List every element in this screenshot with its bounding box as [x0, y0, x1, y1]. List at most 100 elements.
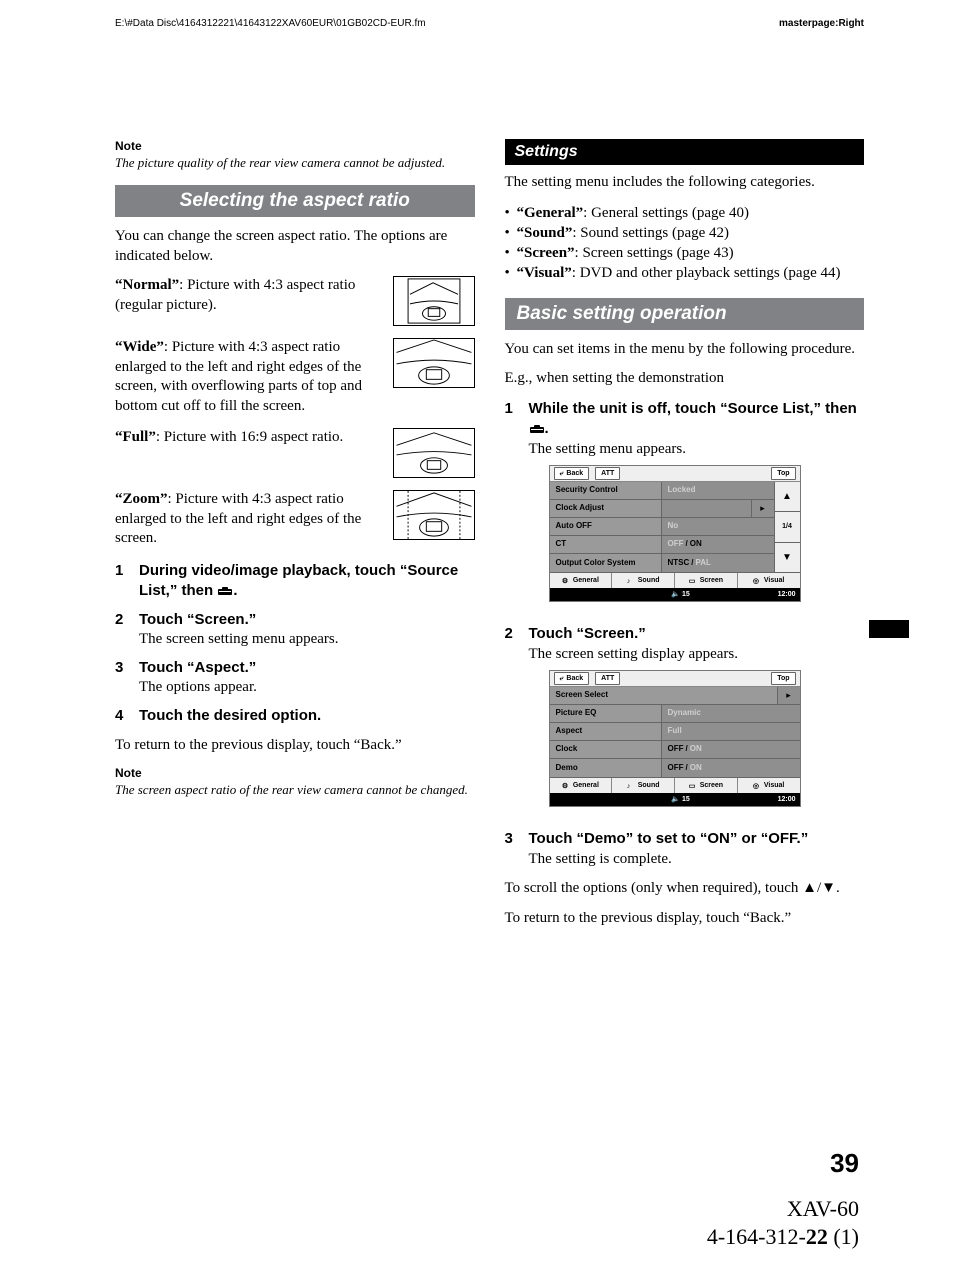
back-button[interactable]: ⤶Back [554, 672, 590, 685]
footer-model: XAV-60 [707, 1195, 859, 1223]
step-3: 3 Touch “Demo” to set to “ON” or “OFF.” … [505, 829, 865, 869]
settings-row[interactable]: Screen Select▸ [550, 687, 800, 705]
aspect-intro: You can change the screen aspect ratio. … [115, 227, 475, 266]
aspect-thumb-wide [393, 338, 475, 388]
row-label: Demo [550, 759, 662, 777]
note-text-2: The screen aspect ratio of the rear view… [115, 782, 475, 798]
right-column: Settings The setting menu includes the f… [505, 139, 865, 938]
back-arrow-icon: ⤶ [560, 674, 564, 683]
settings-row[interactable]: Clock Adjust ▸ [550, 500, 774, 518]
speaker-icon: 🔈 [671, 591, 680, 598]
back-button[interactable]: ⤶Back [554, 467, 590, 480]
settings-category-item: “Sound”: Sound settings (page 42) [505, 223, 865, 243]
masterpage-label: masterpage:Right [779, 18, 864, 29]
tab-general[interactable]: ⚙General [550, 778, 613, 793]
doc-footer: XAV-60 4-164-312-22 (1) [707, 1195, 859, 1250]
row-label: Auto OFF [550, 518, 662, 535]
aspect-thumb-zoom [393, 490, 475, 540]
row-value [662, 500, 752, 517]
row-label: Picture EQ [550, 705, 662, 722]
sound-icon: ♪ [627, 782, 635, 790]
settings-category-item: “General”: General settings (page 40) [505, 203, 865, 223]
row-label: Output Color System [550, 554, 662, 572]
aspect-steps: 1During video/image playback, touch “Sou… [115, 561, 475, 727]
opt-full-label: “Full” [115, 429, 156, 445]
settings-row[interactable]: Output Color SystemNTSC/PAL [550, 554, 774, 572]
doc-path: E:\#Data Disc\4164312221\41643122XAV60EU… [115, 18, 426, 29]
settings-categories: “General”: General settings (page 40)“So… [505, 203, 865, 284]
sound-icon: ♪ [627, 577, 635, 585]
opt-zoom-label: “Zoom” [115, 491, 168, 507]
opt-normal-label: “Normal” [115, 277, 179, 293]
settings-category-item: “Visual”: DVD and other playback setting… [505, 263, 865, 283]
tab-screen[interactable]: ▭Screen [675, 778, 738, 793]
basic-steps: 1 While the unit is off, touch “Source L… [505, 399, 865, 870]
ui-titlebar: ⤶Back ATT Top [550, 466, 800, 482]
visual-icon: ◎ [753, 782, 761, 790]
row-label: Screen Select [550, 687, 778, 704]
row-value: OFF/ON [662, 536, 774, 553]
settings-rows: Screen Select▸Picture EQDynamicAspectFul… [550, 687, 800, 777]
row-label: CT [550, 536, 662, 553]
page-number: 39 [830, 1148, 859, 1179]
settings-rows: Security ControlLockedClock Adjust▸Auto … [550, 482, 774, 572]
tab-visual[interactable]: ◎Visual [738, 778, 800, 793]
toolbox-icon [529, 424, 545, 434]
basic-intro: You can set items in the menu by the fol… [505, 340, 865, 360]
settings-row[interactable]: AspectFull [550, 723, 800, 741]
scroll-down-button[interactable]: ▼ [775, 543, 800, 572]
note-label: Note [115, 139, 475, 153]
row-value: OFF/ON [662, 741, 800, 758]
ui-titlebar: ⤶Back ATT Top [550, 671, 800, 687]
settings-row[interactable]: Security ControlLocked [550, 482, 774, 500]
chevron-right-icon: ▸ [778, 687, 800, 704]
section-basic-op: Basic setting operation [505, 298, 865, 330]
category-tabs: ⚙General♪Sound▭Screen◎Visual [550, 777, 800, 793]
status-volume: 🔈 15 [671, 795, 689, 804]
section-settings: Settings [505, 139, 865, 165]
row-label: Security Control [550, 482, 662, 499]
scroll-column: ▲1/4▼ [774, 482, 800, 572]
opt-full-text: : Picture with 16:9 aspect ratio. [156, 429, 343, 445]
chevron-right-icon: ▸ [752, 500, 774, 517]
toolbox-icon [217, 586, 233, 596]
settings-intro: The setting menu includes the following … [505, 173, 865, 193]
row-label: Aspect [550, 723, 662, 740]
top-button[interactable]: Top [771, 672, 795, 685]
return-text-2: To return to the previous display, touch… [505, 909, 865, 929]
row-value: No [662, 518, 774, 535]
settings-row[interactable]: Auto OFFNo [550, 518, 774, 536]
aspect-option-full: “Full”: Picture with 16:9 aspect ratio. [115, 428, 475, 478]
scroll-text: To scroll the options (only when require… [505, 879, 865, 899]
page-indicator: 1/4 [775, 512, 800, 542]
section-aspect-ratio: Selecting the aspect ratio [115, 185, 475, 217]
status-volume: 🔈 15 [671, 590, 689, 599]
tab-general[interactable]: ⚙General [550, 573, 613, 588]
settings-row[interactable]: CTOFF/ON [550, 536, 774, 554]
row-value: NTSC/PAL [662, 554, 774, 572]
att-button[interactable]: ATT [595, 672, 620, 685]
page-edge-tab [869, 620, 909, 638]
opt-wide-label: “Wide” [115, 339, 164, 355]
tab-visual[interactable]: ◎Visual [738, 573, 800, 588]
tab-screen[interactable]: ▭Screen [675, 573, 738, 588]
return-text: To return to the previous display, touch… [115, 736, 475, 756]
speaker-icon: 🔈 [671, 796, 680, 803]
settings-category-item: “Screen”: Screen settings (page 43) [505, 243, 865, 263]
row-label: Clock [550, 741, 662, 758]
settings-row[interactable]: ClockOFF/ON [550, 741, 800, 759]
settings-row[interactable]: Picture EQDynamic [550, 705, 800, 723]
aspect-option-wide: “Wide”: Picture with 4:3 aspect ratio en… [115, 338, 475, 416]
row-label: Clock Adjust [550, 500, 662, 517]
status-bar: 🔈 1512:00 [550, 793, 800, 806]
category-tabs: ⚙General♪Sound▭Screen◎Visual [550, 572, 800, 588]
tab-sound[interactable]: ♪Sound [612, 573, 675, 588]
settings-row[interactable]: DemoOFF/ON [550, 759, 800, 777]
scroll-up-button[interactable]: ▲ [775, 482, 800, 512]
row-value: Full [662, 723, 800, 740]
top-button[interactable]: Top [771, 467, 795, 480]
row-value: Dynamic [662, 705, 800, 722]
note-label-2: Note [115, 766, 475, 780]
att-button[interactable]: ATT [595, 467, 620, 480]
tab-sound[interactable]: ♪Sound [612, 778, 675, 793]
